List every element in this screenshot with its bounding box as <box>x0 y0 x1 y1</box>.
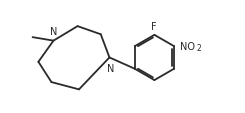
Text: N: N <box>50 26 58 36</box>
Text: 2: 2 <box>196 44 201 53</box>
Text: F: F <box>151 22 157 32</box>
Text: N: N <box>107 64 115 74</box>
Text: NO: NO <box>180 41 196 51</box>
